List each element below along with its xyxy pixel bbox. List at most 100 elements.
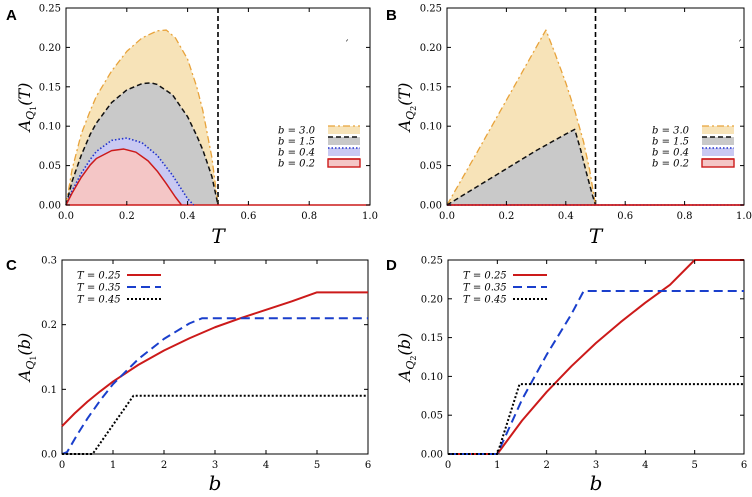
y-tick-label: 0.00 — [420, 201, 442, 212]
area-fill-series-3 — [66, 149, 182, 205]
x-axis-label: T — [589, 224, 604, 248]
legend-swatch — [328, 159, 360, 167]
legend-swatch — [328, 126, 360, 134]
legend-label: b = 0.4 — [652, 148, 689, 159]
stray-mark: ˊ — [737, 40, 742, 51]
x-tick-label: 1.0 — [362, 211, 378, 222]
legend-swatch — [702, 137, 734, 145]
legend-swatch — [702, 126, 734, 134]
legend-label: T = 0.25 — [463, 271, 507, 282]
x-tick-label: 0.8 — [677, 211, 693, 222]
legend-label: b = 0.4 — [278, 148, 315, 159]
panel-letter: B — [386, 7, 397, 24]
x-tick-label: 0.6 — [617, 211, 633, 222]
x-tick-label: 6 — [365, 460, 371, 471]
y-tick-label: 0.20 — [39, 43, 61, 54]
y-tick-label: 0.10 — [420, 122, 442, 133]
x-tick-label: 6 — [741, 460, 747, 471]
legend-swatch — [328, 137, 360, 145]
panel-letter: A — [6, 7, 17, 24]
x-tick-label: 0.2 — [498, 211, 514, 222]
panel-a: 0.0 0.2 0.4 0.6 0.8 1.0 0.00 0.05 0.10 0.15 0.20 0.… — [6, 4, 378, 249]
x-tick-label: 0.0 — [439, 211, 455, 222]
legend-swatch — [328, 148, 360, 156]
series-line-1 — [448, 290, 744, 455]
y-tick-label: 0.25 — [420, 4, 442, 15]
x-tick-label: 4 — [263, 460, 269, 471]
series-line-0 — [446, 29, 597, 206]
y-tick-label: 0.2 — [41, 320, 57, 331]
y-tick-label: 0.25 — [39, 4, 61, 15]
legend-label: b = 3.0 — [652, 126, 690, 137]
series-line-1 — [61, 317, 368, 455]
series-line-1 — [65, 82, 219, 206]
x-tick-label: 0.8 — [301, 211, 317, 222]
legend-swatch — [702, 148, 734, 156]
y-axis-label: AQ2(b) — [395, 333, 418, 383]
y-axis-label: AQ2(T) — [395, 83, 418, 134]
legend-label: b = 1.5 — [278, 137, 315, 148]
x-tick-label: 3 — [212, 460, 218, 471]
x-tick-label: 0.0 — [58, 211, 74, 222]
x-axis-label: b — [590, 471, 603, 495]
y-tick-label: 0.15 — [39, 82, 61, 93]
x-tick-label: 5 — [691, 460, 697, 471]
y-tick-label: 0.1 — [41, 385, 57, 396]
legend-label: T = 0.45 — [77, 295, 121, 306]
x-tick-label: 0 — [59, 460, 65, 471]
series-line-2 — [448, 383, 744, 455]
legend-label: T = 0.35 — [77, 283, 121, 294]
legend-label: b = 1.5 — [652, 137, 689, 148]
x-tick-label: 1 — [110, 460, 116, 471]
x-tick-label: 0.6 — [240, 211, 256, 222]
legend-swatch — [702, 159, 734, 167]
y-tick-label: 0.0 — [41, 450, 57, 461]
series-line-2 — [65, 137, 195, 206]
x-tick-label: 1 — [494, 460, 500, 471]
x-tick-label: 1.0 — [736, 211, 752, 222]
x-tick-label: 4 — [642, 460, 648, 471]
y-tick-label: 0.05 — [39, 161, 61, 172]
y-tick-label: 0.25 — [421, 256, 443, 267]
y-axis-label: AQ1(b) — [15, 333, 38, 383]
panel-letter: D — [386, 257, 397, 274]
stray-mark: ˊ — [344, 40, 349, 51]
x-tick-label: 5 — [314, 460, 320, 471]
series-line-1 — [446, 128, 597, 206]
series-line-2 — [62, 394, 368, 455]
x-tick-label: 2 — [543, 460, 549, 471]
y-tick-label: 0.10 — [421, 372, 443, 383]
legend-label: T = 0.25 — [77, 271, 121, 282]
legend-label: b = 3.0 — [278, 126, 316, 137]
x-axis-label: b — [209, 471, 222, 495]
y-tick-label: 0.15 — [420, 82, 442, 93]
y-tick-label: 0.15 — [421, 333, 443, 344]
series-line-0 — [61, 291, 368, 427]
x-tick-label: 0.4 — [558, 211, 574, 222]
panel-b: 0.0 0.2 0.4 0.6 0.8 1.0 0.00 0.05 0.10 0.15 0.20 0.… — [386, 4, 752, 249]
y-tick-label: 0.3 — [41, 256, 57, 267]
x-tick-label: 0 — [445, 460, 451, 471]
legend-label: T = 0.45 — [463, 295, 507, 306]
y-tick-label: 0.20 — [421, 294, 443, 305]
x-tick-label: 3 — [593, 460, 599, 471]
y-tick-label: 0.20 — [420, 43, 442, 54]
x-tick-label: 2 — [161, 460, 167, 471]
y-tick-label: 0.05 — [421, 411, 443, 422]
y-tick-label: 0.10 — [39, 122, 61, 133]
legend-label: T = 0.35 — [463, 283, 507, 294]
panel-d: 0 1 2 3 4 5 6 0.00 0.05 0.10 0.15 0.20 0.25 Db AQ2(b) T… — [386, 256, 747, 496]
y-tick-label: 0.05 — [420, 161, 442, 172]
series-line-3 — [65, 148, 183, 206]
panel-letter: C — [6, 257, 17, 274]
legend-label: b = 0.2 — [652, 159, 689, 170]
x-axis-label: T — [211, 224, 226, 248]
y-tick-label: 0.00 — [421, 450, 443, 461]
legend-label: b = 0.2 — [278, 159, 315, 170]
x-tick-label: 0.4 — [180, 211, 196, 222]
y-tick-label: 0.00 — [39, 201, 61, 212]
area-fill-series-1 — [447, 129, 596, 205]
legend-swatch-border — [327, 158, 361, 168]
